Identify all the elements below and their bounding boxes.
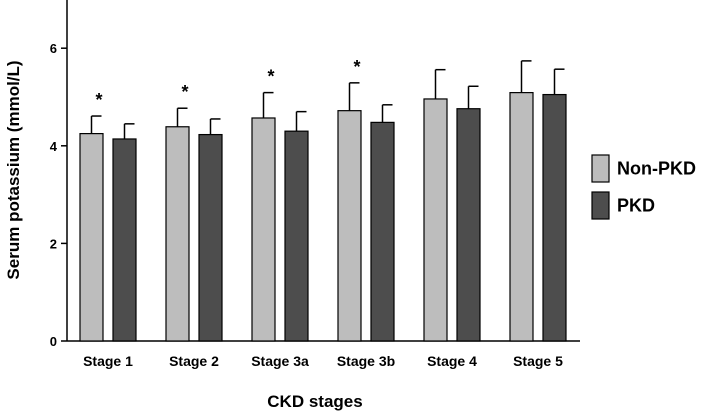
- significance-marker: *: [353, 57, 360, 77]
- plot-area: 0 2 4 6 Stage 1 Stage 2 Stage 3a Stage 3b Stage …: [50, 0, 580, 369]
- legend-label: PKD: [617, 196, 655, 216]
- category-label: Stage 4: [427, 353, 477, 369]
- bar-non-pkd: [79, 133, 104, 342]
- category-label: Stage 3b: [337, 353, 395, 369]
- significance-marker: *: [181, 82, 188, 102]
- bar-pkd: [542, 93, 567, 342]
- bar-pkd: [198, 133, 223, 342]
- category-label: Stage 5: [513, 353, 563, 369]
- bar-non-pkd: [165, 126, 190, 342]
- bar-non-pkd: [509, 92, 534, 342]
- y-tick-label: 2: [50, 236, 57, 251]
- bar-non-pkd: [251, 117, 276, 342]
- significance-marker: *: [267, 67, 274, 87]
- category-label: Stage 3a: [251, 353, 309, 369]
- significance-marker: *: [95, 90, 102, 110]
- bar-pkd: [456, 108, 481, 342]
- legend-swatch: [591, 191, 610, 220]
- category-label: Stage 2: [169, 353, 219, 369]
- bar-pkd: [370, 121, 395, 342]
- legend-swatch: [591, 154, 610, 183]
- bar-non-pkd: [337, 110, 362, 342]
- x-axis-title: CKD stages: [267, 392, 362, 411]
- bar-pkd: [284, 130, 309, 342]
- y-axis-title: Serum potassium (mmol/L): [4, 60, 23, 279]
- category-label: Stage 1: [83, 353, 133, 369]
- y-tick-label: 6: [50, 41, 57, 56]
- legend-label: Non-PKD: [617, 159, 696, 179]
- y-tick-label: 0: [50, 334, 57, 349]
- legend: Non-PKD PKD: [591, 154, 696, 220]
- bar-non-pkd: [423, 98, 448, 342]
- bar-pkd: [112, 138, 137, 342]
- y-tick-label: 4: [50, 139, 58, 154]
